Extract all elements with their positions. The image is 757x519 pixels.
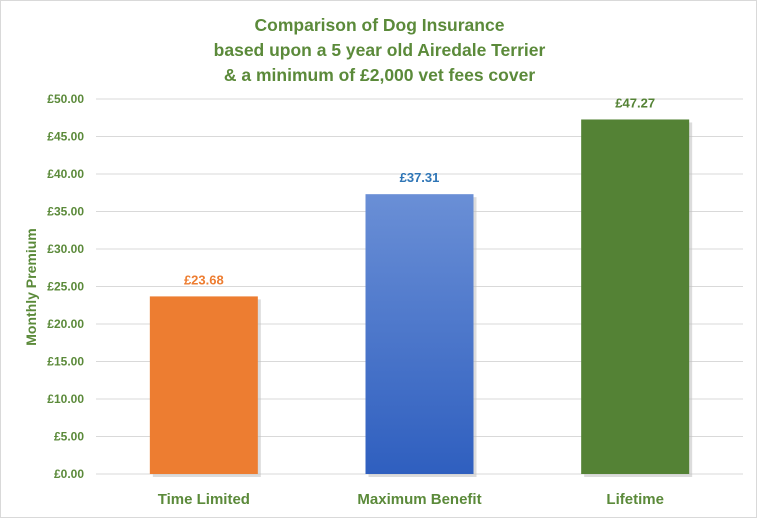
chart-title-line-3: & a minimum of £2,000 vet fees cover <box>223 65 536 85</box>
x-tick-label: Maximum Benefit <box>357 491 481 508</box>
data-label: £37.31 <box>400 170 440 185</box>
y-tick-label: £5.00 <box>54 430 84 444</box>
y-tick-label: £50.00 <box>47 92 84 106</box>
chart-title: Comparison of Dog Insurance based upon a… <box>1 13 757 88</box>
bar-maximum-benefit <box>365 194 474 475</box>
y-tick-label: £0.00 <box>54 467 84 481</box>
y-tick-label: £35.00 <box>47 205 84 219</box>
y-tick-label: £10.00 <box>47 392 84 406</box>
x-tick-label: Lifetime <box>606 491 664 508</box>
data-label: £23.68 <box>184 272 224 287</box>
y-tick-label: £20.00 <box>47 317 84 331</box>
bar-lifetime <box>581 119 690 474</box>
bar-time-limited <box>149 296 258 474</box>
labels: £0.00 £5.00 £10.00 £15.00 £20.00 £25.00 £30.00… <box>47 92 664 508</box>
y-axis-label: Monthly Premium <box>23 228 39 346</box>
y-tick-label: £45.00 <box>47 130 84 144</box>
bars <box>149 119 693 478</box>
data-label: £47.27 <box>615 95 655 110</box>
y-tick-label: £15.00 <box>47 355 84 369</box>
chart-title-line-2: based upon a 5 year old Airedale Terrier <box>213 40 546 60</box>
y-tick-label: £40.00 <box>47 167 84 181</box>
y-tick-label: £25.00 <box>47 280 84 294</box>
y-tick-label: £30.00 <box>47 242 84 256</box>
x-tick-label: Time Limited <box>158 491 250 508</box>
chart-title-line-1: Comparison of Dog Insurance <box>254 15 505 35</box>
